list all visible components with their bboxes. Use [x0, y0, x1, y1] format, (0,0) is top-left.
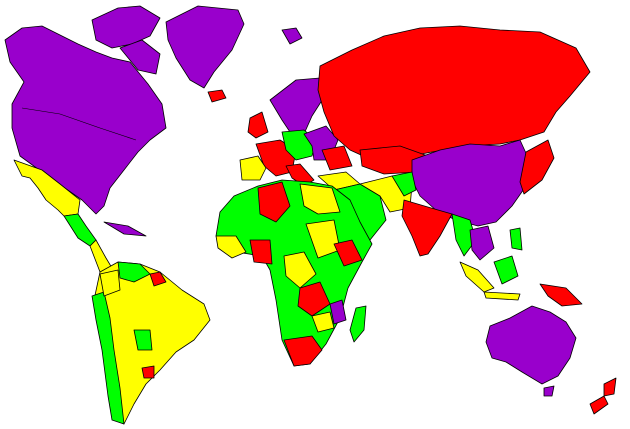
new-guinea: [539, 283, 583, 307]
libya-egypt: [299, 183, 341, 215]
west-coast-green: [91, 291, 125, 425]
south-africa: [283, 335, 323, 367]
central-america-yellow: [89, 239, 113, 273]
tasmania: [543, 385, 555, 397]
baffin-island: [119, 39, 161, 75]
cuba: [103, 221, 147, 237]
madagascar: [349, 305, 367, 343]
uk: [247, 111, 269, 139]
paraguay: [133, 329, 153, 351]
algeria: [257, 181, 291, 223]
philippines: [509, 227, 523, 251]
zambia: [311, 311, 335, 333]
greenland: [165, 5, 245, 89]
guyana: [149, 271, 167, 287]
sumatra: [459, 261, 495, 293]
iceland: [281, 27, 303, 45]
new-zealand-north: [603, 377, 617, 397]
congo: [297, 281, 331, 317]
colombia: [99, 269, 121, 297]
indochina-purple: [469, 225, 495, 261]
ethiopia: [333, 239, 363, 267]
borneo: [493, 255, 519, 285]
venezuela: [117, 261, 151, 283]
japan: [519, 139, 555, 195]
iberia: [239, 155, 267, 181]
mexico: [13, 159, 81, 217]
canada-usa: [4, 25, 167, 215]
west-africa-red: [249, 239, 273, 265]
uruguay: [141, 365, 155, 379]
mozambique-purple: [329, 299, 347, 325]
ukraine: [321, 145, 353, 171]
indochina-green: [451, 213, 477, 257]
china: [411, 139, 531, 227]
canada-usa-border: [21, 107, 137, 141]
afghanistan: [391, 171, 417, 197]
russia: [317, 25, 591, 161]
central-america-green: [63, 213, 97, 247]
west-africa-yellow: [215, 235, 247, 259]
india: [401, 199, 453, 257]
scandinavia: [269, 77, 327, 135]
iceland-red: [207, 89, 227, 103]
arctic-islands: [91, 5, 161, 49]
australia: [485, 305, 577, 385]
new-zealand-south: [589, 395, 609, 415]
java: [483, 291, 521, 301]
central-africa-yellow: [283, 251, 317, 289]
